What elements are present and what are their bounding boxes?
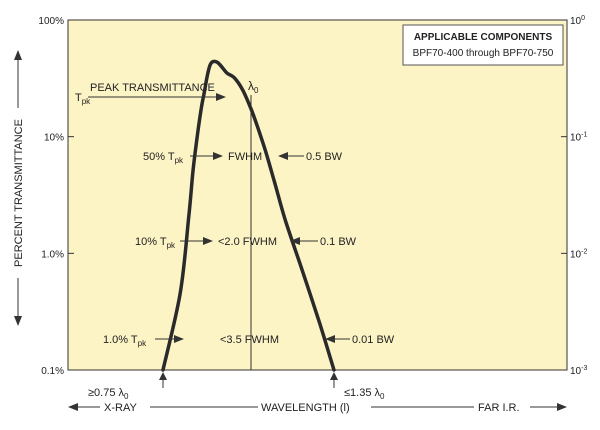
x-right-label: FAR I.R. [478,402,520,414]
right-tick-label: 10-2 [570,248,587,260]
peak-t-label: Tpk [75,92,91,106]
annotation-1-percent: 1.0% Tpk <3.5 FWHM 0.01 BW [103,334,395,348]
lower-bound-label: ≥0.75 λ0 [88,387,129,401]
upper-bound-marker: ≤1.35 λ0 [330,372,385,401]
left-tick-label: 100% [38,16,64,27]
right-axis-ticks: 100 10-1 10-2 10-3 [561,15,587,377]
right-tick-label: 10-1 [570,132,587,144]
label-fwhm: FWHM [228,151,262,163]
left-tick-label: 0.1% [41,366,64,377]
label-0-1-bw: 0.1 BW [320,236,357,248]
y-axis-label: PERCENT TRANSMITTANCE [13,119,25,267]
label-10-tpk: 10% Tpk [135,236,176,250]
x-axis-label: WAVELENGTH (l) [261,402,350,414]
x-left-label: X-RAY [104,402,137,414]
left-axis-ticks: 100% 10% 1.0% 0.1% [38,16,74,377]
left-tick-label: 10% [44,133,64,144]
upper-bound-label: ≤1.35 λ0 [344,387,385,401]
left-tick-label: 1.0% [41,249,64,260]
transmittance-curve [161,59,336,372]
lower-bound-marker: ≥0.75 λ0 [88,372,167,401]
right-tick-label: 100 [570,15,585,27]
center-wavelength-label: λ0 [248,79,259,95]
box-subtitle: BPF70-400 through BPF70-750 [413,48,554,59]
y-axis: PERCENT TRANSMITTANCE [13,50,25,326]
peak-label: PEAK TRANSMITTANCE [90,82,215,94]
label-3-5-fwhm: <3.5 FWHM [220,334,279,346]
label-2-fwhm: <2.0 FWHM [218,236,277,248]
applicable-components-box: APPLICABLE COMPONENTS BPF70-400 through … [402,24,564,66]
annotation-50-percent: 50% Tpk FWHM 0.5 BW [143,151,343,165]
label-50-tpk: 50% Tpk [143,151,184,165]
label-1-tpk: 1.0% Tpk [103,334,147,348]
box-title: APPLICABLE COMPONENTS [414,32,553,43]
peak-annotation: PEAK TRANSMITTANCE Tpk [75,82,226,106]
x-axis: X-RAY WAVELENGTH (l) FAR I.R. [68,402,567,414]
label-0-01-bw: 0.01 BW [352,334,395,346]
annotation-10-percent: 10% Tpk <2.0 FWHM 0.1 BW [135,236,357,250]
label-0-5-bw: 0.5 BW [306,151,343,163]
right-tick-label: 10-3 [570,365,587,377]
